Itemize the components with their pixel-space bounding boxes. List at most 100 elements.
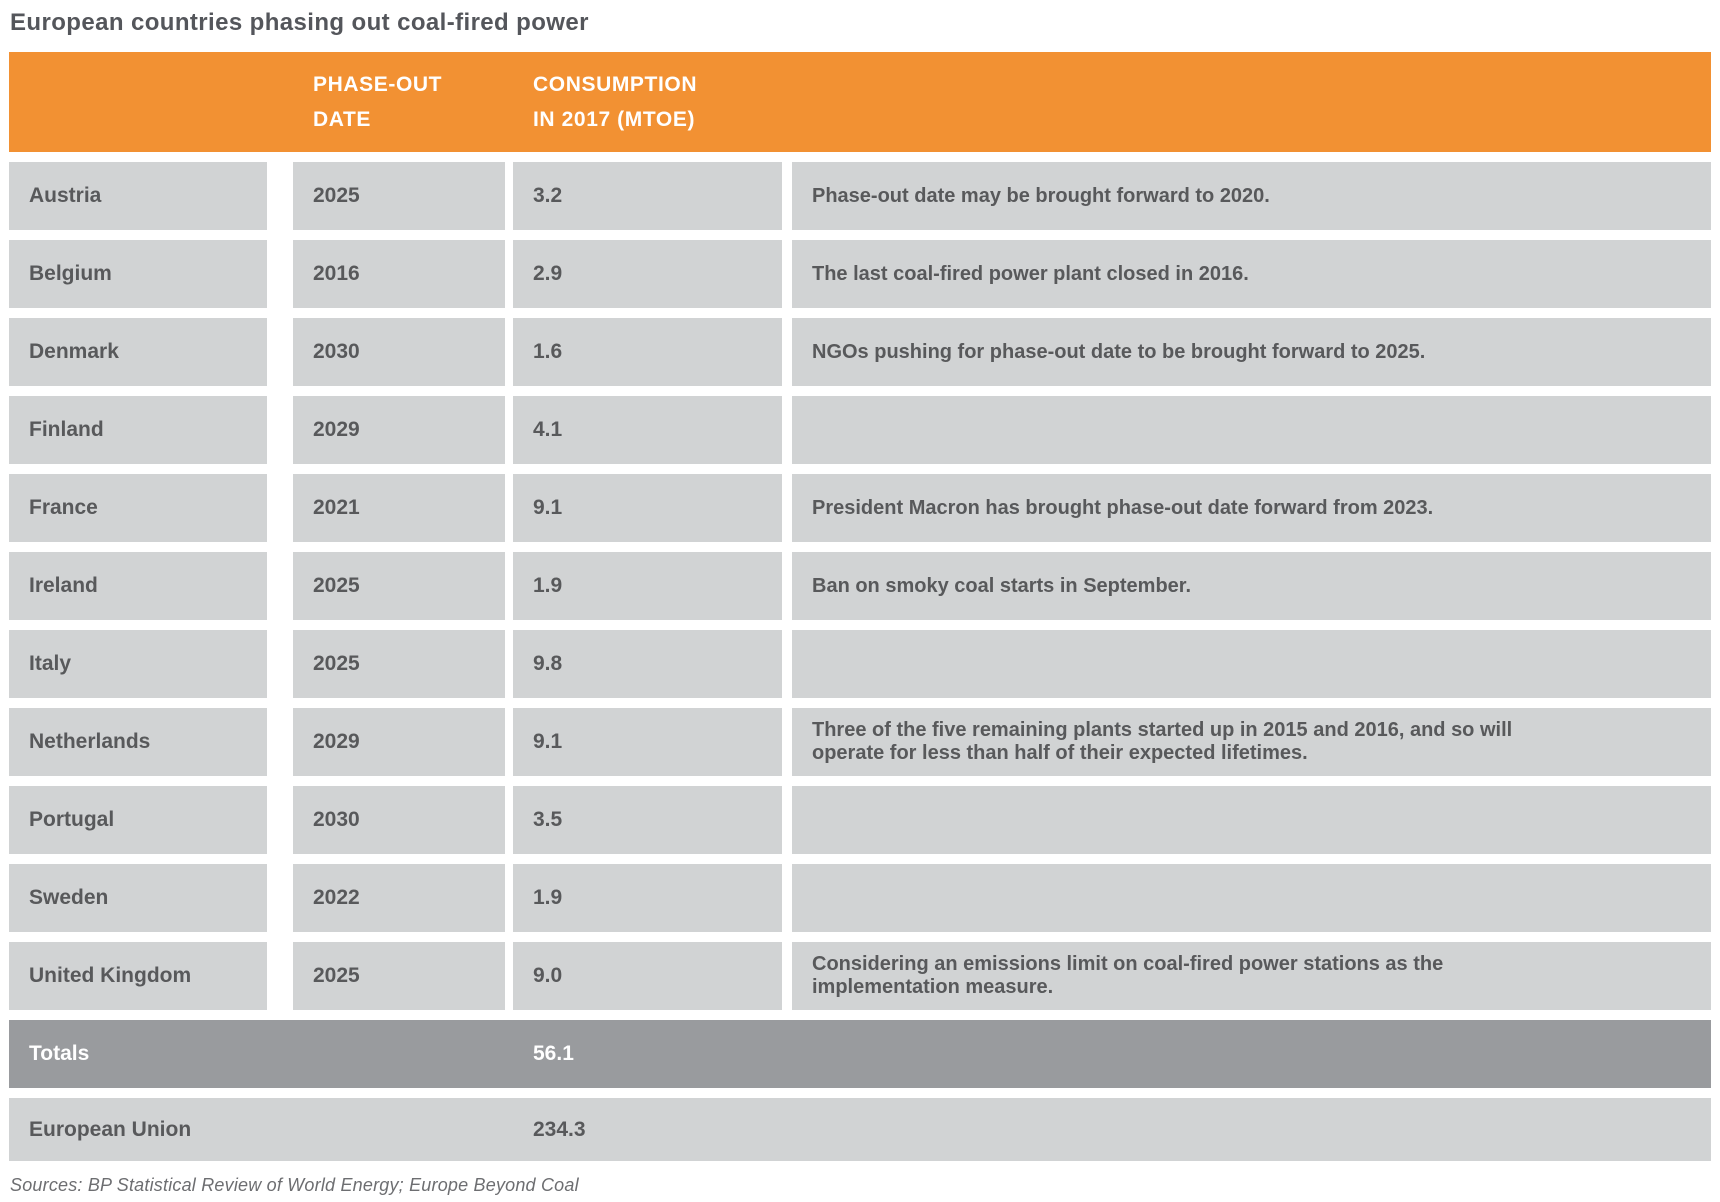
country-label: Finland [29, 418, 104, 441]
consumption-cell: 1.6 [513, 318, 782, 386]
table-row-france: France 2021 9.1 President Macron has bro… [9, 474, 1711, 542]
note-cell [792, 630, 1711, 698]
country-cell: Italy [9, 630, 267, 698]
consumption-cell: 9.0 [513, 942, 782, 1010]
consumption-cell: 1.9 [513, 864, 782, 932]
note-cell [792, 786, 1711, 854]
table-row-united-kingdom: United Kingdom 2025 9.0 Considering an e… [9, 942, 1711, 1010]
note-text: President Macron has brought phase-out d… [812, 496, 1434, 519]
consumption-value: 1.9 [533, 574, 563, 597]
header-phase-out-date-cell: PHASE-OUT DATE [293, 52, 505, 152]
consumption-cell: 1.9 [513, 552, 782, 620]
phase-out-date-cell: 2030 [293, 318, 505, 386]
phase-out-date-value: 2022 [313, 886, 360, 909]
totals-consumption-cell: 56.1 [513, 1020, 782, 1088]
eu-consumption-value: 234.3 [533, 1117, 586, 1141]
consumption-cell: 3.2 [513, 162, 782, 230]
country-label: Ireland [29, 574, 98, 597]
chart-title: European countries phasing out coal-fire… [10, 9, 589, 36]
consumption-cell: 4.1 [513, 396, 782, 464]
consumption-value: 9.8 [533, 652, 563, 675]
note-cell: President Macron has brought phase-out d… [792, 474, 1711, 542]
totals-row: Totals 56.1 [9, 1020, 1711, 1088]
note-text: Considering an emissions limit on coal-f… [812, 953, 1444, 998]
phase-out-date-cell: 2016 [293, 240, 505, 308]
note-cell: Phase-out date may be brought forward to… [792, 162, 1711, 230]
country-label: United Kingdom [29, 964, 192, 987]
header-country-cell [9, 52, 267, 152]
note-cell: The last coal-fired power plant closed i… [792, 240, 1711, 308]
consumption-value: 9.1 [533, 496, 563, 519]
phase-out-date-cell: 2025 [293, 630, 505, 698]
note-text: NGOs pushing for phase-out date to be br… [812, 340, 1426, 363]
note-cell: Considering an emissions limit on coal-f… [792, 942, 1711, 1010]
country-cell: Belgium [9, 240, 267, 308]
european-union-row: European Union 234.3 [9, 1098, 1711, 1161]
country-cell: Finland [9, 396, 267, 464]
country-label: Italy [29, 652, 72, 675]
phase-out-date-value: 2030 [313, 340, 360, 363]
note-cell [792, 864, 1711, 932]
phase-out-date-cell: 2022 [293, 864, 505, 932]
consumption-cell: 9.1 [513, 474, 782, 542]
country-cell: France [9, 474, 267, 542]
totals-notes-cell [792, 1020, 1711, 1088]
note-text: Ban on smoky coal starts in September. [812, 574, 1192, 597]
table-row-denmark: Denmark 2030 1.6 NGOs pushing for phase-… [9, 318, 1711, 386]
phase-out-date-value: 2025 [313, 964, 360, 987]
totals-date-cell [293, 1020, 505, 1088]
totals-consumption-value: 56.1 [533, 1042, 574, 1065]
consumption-cell: 9.8 [513, 630, 782, 698]
phase-out-date-cell: 2025 [293, 552, 505, 620]
country-cell: Sweden [9, 864, 267, 932]
eu-date-cell [293, 1098, 505, 1161]
table-row-sweden: Sweden 2022 1.9 [9, 864, 1711, 932]
phase-out-date-value: 2016 [313, 262, 360, 285]
consumption-value: 9.0 [533, 964, 563, 987]
consumption-value: 1.6 [533, 340, 563, 363]
phase-out-date-cell: 2025 [293, 162, 505, 230]
country-cell: United Kingdom [9, 942, 267, 1010]
table-row-italy: Italy 2025 9.8 [9, 630, 1711, 698]
note-text: The last coal-fired power plant closed i… [812, 262, 1249, 285]
note-cell: Ban on smoky coal starts in September. [792, 552, 1711, 620]
consumption-column-header: CONSUMPTION IN 2017 (MTOE) [533, 73, 698, 131]
eu-label-cell: European Union [9, 1098, 267, 1161]
coal-phase-out-table: PHASE-OUT DATE CONSUMPTION IN 2017 (MTOE… [9, 52, 1711, 1161]
eu-label: European Union [29, 1117, 192, 1141]
phase-out-date-value: 2029 [313, 418, 360, 441]
consumption-cell: 9.1 [513, 708, 782, 776]
totals-label: Totals [29, 1042, 90, 1065]
consumption-value: 9.1 [533, 730, 563, 753]
country-label: Portugal [29, 808, 115, 831]
note-text: Phase-out date may be brought forward to… [812, 184, 1270, 207]
country-cell: Denmark [9, 318, 267, 386]
eu-consumption-cell: 234.3 [513, 1098, 782, 1161]
consumption-cell: 2.9 [513, 240, 782, 308]
country-cell: Ireland [9, 552, 267, 620]
country-label: Denmark [29, 340, 119, 363]
table-row-finland: Finland 2029 4.1 [9, 396, 1711, 464]
table-row-austria: Austria 2025 3.2 Phase-out date may be b… [9, 162, 1711, 230]
country-cell: Portugal [9, 786, 267, 854]
table-header-row: PHASE-OUT DATE CONSUMPTION IN 2017 (MTOE… [9, 52, 1711, 152]
phase-out-date-value: 2021 [313, 496, 360, 519]
consumption-value: 3.2 [533, 184, 563, 207]
totals-label-cell: Totals [9, 1020, 267, 1088]
table-row-portugal: Portugal 2030 3.5 [9, 786, 1711, 854]
country-label: Sweden [29, 886, 109, 909]
country-label: Netherlands [29, 730, 151, 753]
phase-out-date-value: 2025 [313, 574, 360, 597]
country-label: France [29, 496, 98, 519]
phase-out-date-cell: 2029 [293, 396, 505, 464]
table-row-ireland: Ireland 2025 1.9 Ban on smoky coal start… [9, 552, 1711, 620]
phase-out-date-value: 2030 [313, 808, 360, 831]
note-text: Three of the five remaining plants start… [812, 719, 1513, 764]
phase-out-date-cell: 2030 [293, 786, 505, 854]
phase-out-date-value: 2029 [313, 730, 360, 753]
sources-note: Sources: BP Statistical Review of World … [10, 1175, 579, 1195]
phase-out-date-value: 2025 [313, 184, 360, 207]
note-cell [792, 396, 1711, 464]
country-cell: Austria [9, 162, 267, 230]
country-label: Austria [29, 184, 102, 207]
